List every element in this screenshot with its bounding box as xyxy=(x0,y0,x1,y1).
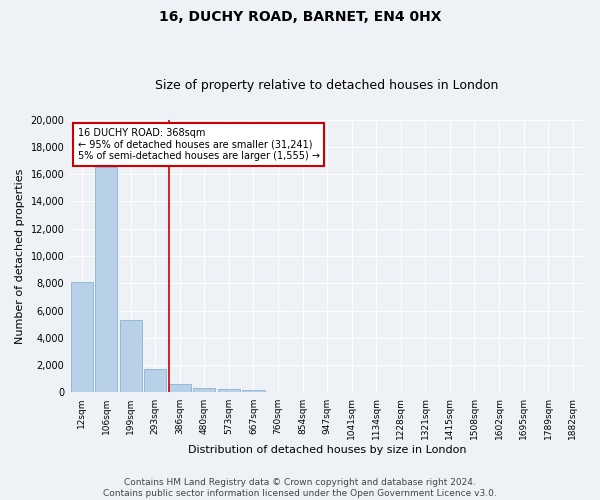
Bar xyxy=(71,282,92,393)
Bar xyxy=(193,388,215,392)
Bar xyxy=(218,389,240,392)
Bar xyxy=(95,168,117,392)
Text: Contains HM Land Registry data © Crown copyright and database right 2024.
Contai: Contains HM Land Registry data © Crown c… xyxy=(103,478,497,498)
Bar xyxy=(119,320,142,392)
Bar xyxy=(144,368,166,392)
Bar xyxy=(242,390,265,392)
Y-axis label: Number of detached properties: Number of detached properties xyxy=(15,168,25,344)
X-axis label: Distribution of detached houses by size in London: Distribution of detached houses by size … xyxy=(188,445,466,455)
Text: 16, DUCHY ROAD, BARNET, EN4 0HX: 16, DUCHY ROAD, BARNET, EN4 0HX xyxy=(159,10,441,24)
Title: Size of property relative to detached houses in London: Size of property relative to detached ho… xyxy=(155,79,499,92)
Text: 16 DUCHY ROAD: 368sqm
← 95% of detached houses are smaller (31,241)
5% of semi-d: 16 DUCHY ROAD: 368sqm ← 95% of detached … xyxy=(77,128,320,161)
Bar xyxy=(169,384,191,392)
